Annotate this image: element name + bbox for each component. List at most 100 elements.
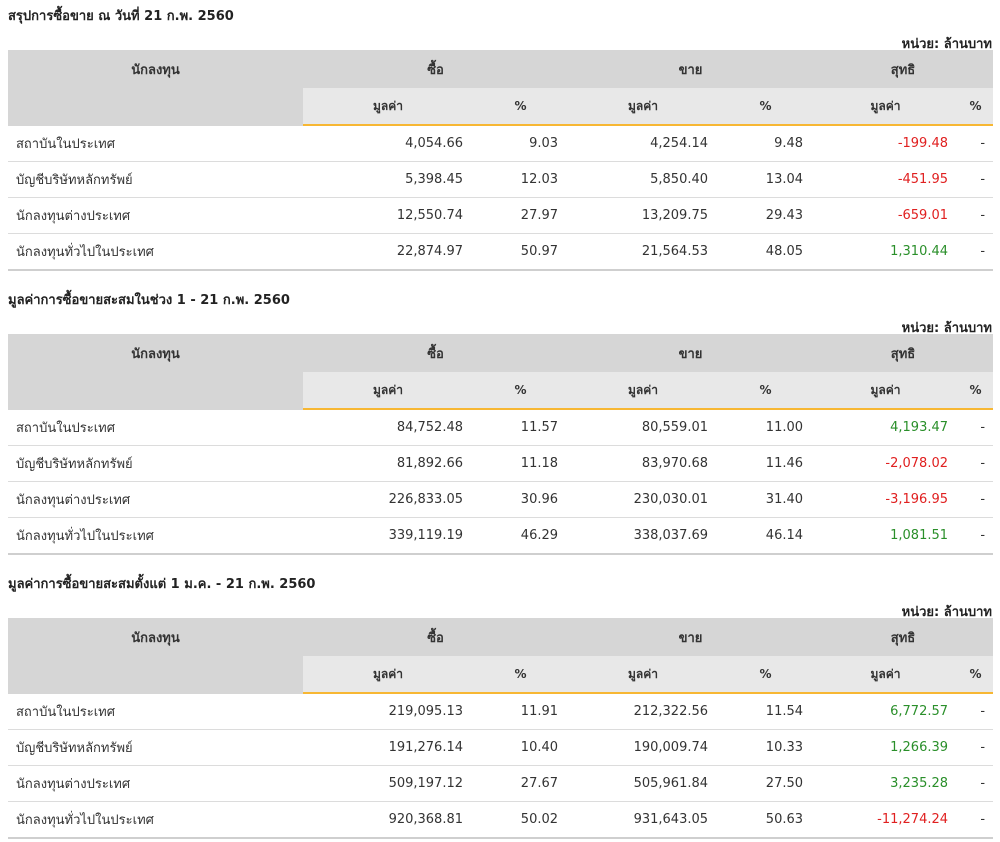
header-sell: ขาย [568, 618, 814, 656]
buy-percent-cell: 10.40 [473, 729, 569, 766]
section-title: มูลค่าการซื้อขายสะสมตั้งแต่ 1 ม.ค. - 21 … [8, 577, 316, 592]
header-buy-percent: % [473, 656, 569, 694]
buy-percent-cell: 11.18 [473, 445, 569, 482]
sell-value-cell: 4,254.14 [568, 125, 719, 162]
net-percent-cell: - [958, 161, 994, 198]
table-row: สถาบันในประเทศ 4,054.66 9.03 4,254.14 9.48 -1… [8, 125, 994, 162]
header-buy-percent: % [473, 88, 569, 126]
buy-percent-cell: 11.57 [473, 409, 569, 446]
net-value-cell: -3,196.95 [813, 481, 959, 518]
investor-name-cell: บัญชีบริษัทหลักทรัพย์ [8, 729, 303, 766]
sell-value-cell: 931,643.05 [568, 801, 719, 839]
header-sell-percent: % [718, 88, 814, 126]
trading-table: นักลงทุน ซื้อ ขาย สุทธิ มูลค่า% มูลค่า% มูลค่า… [8, 618, 994, 839]
header-net-percent: % [958, 88, 994, 126]
sell-percent-cell: 27.50 [718, 765, 814, 802]
header-buy-value: มูลค่า [303, 656, 473, 694]
header-investor: นักลงทุน [8, 50, 303, 88]
header-net: สุทธิ [813, 50, 994, 88]
investor-name-cell: บัญชีบริษัทหลักทรัพย์ [8, 445, 303, 482]
sell-percent-cell: 48.05 [718, 233, 814, 271]
net-value-cell: 4,193.47 [813, 409, 959, 446]
unit-label: หน่วย: ล้านบาท [901, 321, 992, 336]
buy-value-cell: 12,550.74 [303, 197, 473, 234]
section-title: มูลค่าการซื้อขายสะสมในช่วง 1 - 21 ก.พ. 2… [8, 293, 290, 308]
table-row: บัญชีบริษัทหลักทรัพย์ 5,398.45 12.03 5,850.… [8, 161, 994, 198]
net-value-cell: -199.48 [813, 125, 959, 162]
header-sell-value: มูลค่า [568, 88, 719, 126]
buy-percent-cell: 9.03 [473, 125, 569, 162]
sell-value-cell: 13,209.75 [568, 197, 719, 234]
net-percent-cell: - [958, 125, 994, 162]
investor-name-cell: นักลงทุนทั่วไปในประเทศ [8, 233, 303, 271]
sell-value-cell: 505,961.84 [568, 765, 719, 802]
header-net: สุทธิ [813, 618, 994, 656]
buy-percent-cell: 46.29 [473, 517, 569, 555]
unit-label: หน่วย: ล้านบาท [901, 605, 992, 620]
buy-percent-cell: 27.67 [473, 765, 569, 802]
header-buy-value: มูลค่า [303, 88, 473, 126]
net-value-cell: -2,078.02 [813, 445, 959, 482]
header-net-percent: % [958, 656, 994, 694]
sell-percent-cell: 13.04 [718, 161, 814, 198]
header-investor: นักลงทุน [8, 618, 303, 656]
net-value-cell: -659.01 [813, 197, 959, 234]
buy-value-cell: 4,054.66 [303, 125, 473, 162]
investor-name-cell: นักลงทุนต่างประเทศ [8, 481, 303, 518]
header-buy: ซื้อ [303, 50, 569, 88]
table-row: สถาบันในประเทศ 84,752.48 11.57 80,559.01 11.… [8, 409, 994, 446]
table-row: สถาบันในประเทศ 219,095.13 11.91 212,322.56 1… [8, 693, 994, 730]
table-row: นักลงทุนต่างประเทศ 12,550.74 27.97 13,209.7… [8, 197, 994, 234]
net-value-cell: 6,772.57 [813, 693, 959, 730]
sell-value-cell: 230,030.01 [568, 481, 719, 518]
buy-value-cell: 226,833.05 [303, 481, 473, 518]
net-value-cell: 1,081.51 [813, 517, 959, 555]
trading-table: นักลงทุน ซื้อ ขาย สุทธิ มูลค่า% มูลค่า% มูลค่า… [8, 50, 994, 271]
header-buy: ซื้อ [303, 334, 569, 372]
buy-percent-cell: 27.97 [473, 197, 569, 234]
net-percent-cell: - [958, 729, 994, 766]
buy-percent-cell: 11.91 [473, 693, 569, 730]
buy-value-cell: 339,119.19 [303, 517, 473, 555]
header-net-value: มูลค่า [813, 88, 959, 126]
net-value-cell: 1,266.39 [813, 729, 959, 766]
buy-value-cell: 219,095.13 [303, 693, 473, 730]
investor-name-cell: นักลงทุนต่างประเทศ [8, 197, 303, 234]
section-title: สรุปการซื้อขาย ณ วันที่ 21 ก.พ. 2560 [8, 9, 234, 24]
buy-percent-cell: 12.03 [473, 161, 569, 198]
net-percent-cell: - [958, 233, 994, 271]
net-percent-cell: - [958, 693, 994, 730]
table-row: บัญชีบริษัทหลักทรัพย์ 81,892.66 11.18 83,97… [8, 445, 994, 482]
table-row: นักลงทุนทั่วไปในประเทศ 339,119.19 46.29 338… [8, 517, 994, 555]
header-investor: นักลงทุน [8, 334, 303, 372]
sell-percent-cell: 11.00 [718, 409, 814, 446]
investor-name-cell: สถาบันในประเทศ [8, 125, 303, 162]
header-empty [8, 372, 303, 410]
header-empty [8, 656, 303, 694]
sell-value-cell: 338,037.69 [568, 517, 719, 555]
net-percent-cell: - [958, 197, 994, 234]
net-value-cell: -11,274.24 [813, 801, 959, 839]
header-sell: ขาย [568, 334, 814, 372]
buy-percent-cell: 30.96 [473, 481, 569, 518]
sell-value-cell: 5,850.40 [568, 161, 719, 198]
table-row: นักลงทุนทั่วไปในประเทศ 22,874.97 50.97 21,5… [8, 233, 994, 271]
investor-name-cell: นักลงทุนต่างประเทศ [8, 765, 303, 802]
buy-value-cell: 81,892.66 [303, 445, 473, 482]
header-net-percent: % [958, 372, 994, 410]
net-value-cell: -451.95 [813, 161, 959, 198]
header-net-value: มูลค่า [813, 656, 959, 694]
header-buy-value: มูลค่า [303, 372, 473, 410]
sell-percent-cell: 11.54 [718, 693, 814, 730]
table-row: นักลงทุนต่างประเทศ 509,197.12 27.67 505,961… [8, 765, 994, 802]
investor-name-cell: สถาบันในประเทศ [8, 693, 303, 730]
investor-name-cell: นักลงทุนทั่วไปในประเทศ [8, 801, 303, 839]
sell-percent-cell: 10.33 [718, 729, 814, 766]
table-row: นักลงทุนต่างประเทศ 226,833.05 30.96 230,030… [8, 481, 994, 518]
header-net-value: มูลค่า [813, 372, 959, 410]
net-percent-cell: - [958, 481, 994, 518]
sell-value-cell: 83,970.68 [568, 445, 719, 482]
buy-value-cell: 920,368.81 [303, 801, 473, 839]
header-sell-value: มูลค่า [568, 372, 719, 410]
net-value-cell: 1,310.44 [813, 233, 959, 271]
